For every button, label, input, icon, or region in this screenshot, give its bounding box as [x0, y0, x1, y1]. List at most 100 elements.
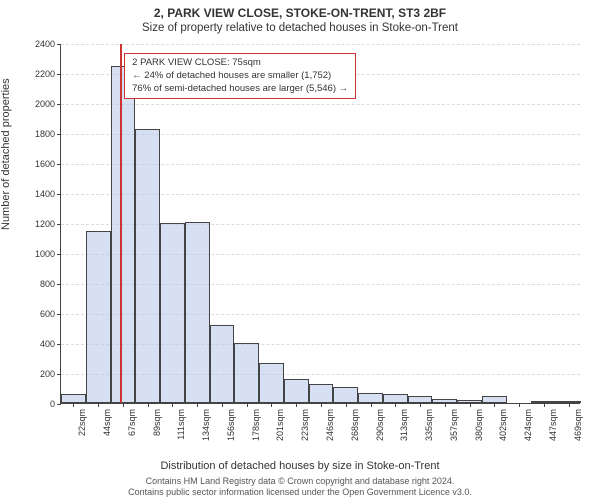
ytick-mark: [57, 344, 61, 345]
xtick-mark: [346, 403, 347, 407]
ytick-mark: [57, 314, 61, 315]
chart-title-main: 2, PARK VIEW CLOSE, STOKE-ON-TRENT, ST3 …: [0, 6, 600, 20]
xtick-mark: [321, 403, 322, 407]
histogram-bar: [185, 222, 210, 404]
xtick-mark: [371, 403, 372, 407]
xtick-label: 246sqm: [325, 409, 335, 441]
xtick-mark: [445, 403, 446, 407]
xtick-label: 156sqm: [226, 409, 236, 441]
ytick-mark: [57, 44, 61, 45]
xtick-mark: [544, 403, 545, 407]
xtick-mark: [197, 403, 198, 407]
attribution-text: Contains HM Land Registry data © Crown c…: [0, 476, 600, 499]
chart-title-sub: Size of property relative to detached ho…: [0, 22, 600, 34]
xtick-label: 313sqm: [399, 409, 409, 441]
histogram-bar: [111, 66, 136, 404]
histogram-bar: [284, 379, 309, 403]
xtick-mark: [172, 403, 173, 407]
xtick-mark: [470, 403, 471, 407]
annotation-box: 2 PARK VIEW CLOSE: 75sqm← 24% of detache…: [124, 53, 356, 99]
xtick-mark: [148, 403, 149, 407]
xtick-label: 44sqm: [102, 409, 112, 436]
ytick-mark: [57, 164, 61, 165]
histogram-bar: [408, 396, 433, 404]
xtick-mark: [123, 403, 124, 407]
property-size-chart: 2, PARK VIEW CLOSE, STOKE-ON-TRENT, ST3 …: [0, 0, 600, 500]
histogram-bar: [333, 387, 358, 404]
ytick-label: 1400: [35, 189, 55, 199]
histogram-bar: [61, 394, 86, 403]
xtick-label: 111sqm: [176, 409, 186, 440]
xtick-mark: [73, 403, 74, 407]
ytick-label: 1200: [35, 219, 55, 229]
ytick-label: 600: [40, 309, 55, 319]
ytick-label: 400: [40, 339, 55, 349]
histogram-bar: [234, 343, 259, 403]
xtick-label: 402sqm: [498, 409, 508, 441]
ytick-label: 2400: [35, 39, 55, 49]
xtick-label: 268sqm: [350, 409, 360, 441]
xtick-mark: [271, 403, 272, 407]
annotation-line-2: ← 24% of detached houses are smaller (1,…: [132, 70, 348, 83]
xtick-label: 223sqm: [300, 409, 310, 441]
ytick-label: 2200: [35, 69, 55, 79]
histogram-bar: [135, 129, 160, 404]
xtick-label: 447sqm: [548, 409, 558, 441]
ytick-label: 1800: [35, 129, 55, 139]
attribution-line-2: Contains public sector information licen…: [0, 487, 600, 498]
xtick-label: 290sqm: [375, 409, 385, 441]
xtick-mark: [494, 403, 495, 407]
ytick-label: 0: [50, 399, 55, 409]
ytick-label: 2000: [35, 99, 55, 109]
xtick-label: 134sqm: [201, 409, 211, 441]
xtick-label: 201sqm: [275, 409, 285, 441]
ytick-mark: [57, 134, 61, 135]
ytick-label: 800: [40, 279, 55, 289]
xtick-mark: [247, 403, 248, 407]
ytick-mark: [57, 194, 61, 195]
xtick-label: 424sqm: [523, 409, 533, 441]
x-axis-label: Distribution of detached houses by size …: [0, 460, 600, 472]
xtick-label: 469sqm: [573, 409, 583, 441]
annotation-line-1: 2 PARK VIEW CLOSE: 75sqm: [132, 57, 348, 70]
xtick-mark: [519, 403, 520, 407]
gridline-h: [61, 104, 580, 105]
ytick-mark: [57, 104, 61, 105]
xtick-label: 380sqm: [474, 409, 484, 441]
ytick-mark: [57, 224, 61, 225]
histogram-bar: [259, 363, 284, 404]
histogram-bar: [358, 393, 383, 404]
ytick-mark: [57, 404, 61, 405]
histogram-bar: [210, 325, 235, 403]
ytick-mark: [57, 374, 61, 375]
histogram-bar: [383, 394, 408, 403]
xtick-label: 335sqm: [424, 409, 434, 441]
attribution-line-1: Contains HM Land Registry data © Crown c…: [0, 476, 600, 487]
xtick-mark: [296, 403, 297, 407]
histogram-bar: [86, 231, 111, 404]
xtick-label: 67sqm: [127, 409, 137, 436]
xtick-label: 178sqm: [251, 409, 261, 441]
xtick-mark: [395, 403, 396, 407]
ytick-mark: [57, 74, 61, 75]
xtick-mark: [98, 403, 99, 407]
ytick-mark: [57, 254, 61, 255]
histogram-bar: [160, 223, 185, 403]
gridline-h: [61, 44, 580, 45]
ytick-label: 200: [40, 369, 55, 379]
histogram-bar: [482, 396, 507, 404]
ytick-label: 1600: [35, 159, 55, 169]
plot-area: 0200400600800100012001400160018002000220…: [60, 44, 580, 404]
xtick-mark: [569, 403, 570, 407]
xtick-label: 357sqm: [449, 409, 459, 441]
annotation-line-3: 76% of semi-detached houses are larger (…: [132, 83, 348, 96]
histogram-bar: [309, 384, 334, 404]
xtick-mark: [222, 403, 223, 407]
xtick-mark: [420, 403, 421, 407]
ytick-mark: [57, 284, 61, 285]
ytick-label: 1000: [35, 249, 55, 259]
y-axis-label: Number of detached properties: [0, 78, 12, 230]
xtick-label: 22sqm: [77, 409, 87, 436]
xtick-label: 89sqm: [152, 409, 162, 436]
property-marker-line: [120, 44, 122, 403]
